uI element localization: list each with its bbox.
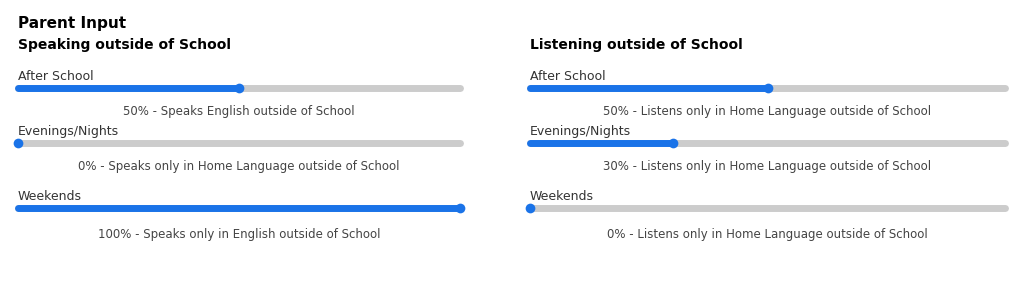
Point [230,86,247,90]
Text: After School: After School [530,70,605,83]
Text: Speaking outside of School: Speaking outside of School [18,38,231,52]
Text: Evenings/Nights: Evenings/Nights [530,125,631,138]
Point [760,86,776,90]
Text: After School: After School [18,70,93,83]
Point [522,206,539,210]
Text: Listening outside of School: Listening outside of School [530,38,742,52]
Text: 0% - Listens only in Home Language outside of School: 0% - Listens only in Home Language outsi… [607,228,928,241]
Text: 100% - Speaks only in English outside of School: 100% - Speaks only in English outside of… [97,228,380,241]
Point [665,141,681,145]
Text: Weekends: Weekends [530,190,594,203]
Text: Evenings/Nights: Evenings/Nights [18,125,119,138]
Text: 50% - Listens only in Home Language outside of School: 50% - Listens only in Home Language outs… [603,105,932,118]
Text: 30% - Listens only in Home Language outside of School: 30% - Listens only in Home Language outs… [603,160,932,173]
Point [452,206,468,210]
Text: 50% - Speaks English outside of School: 50% - Speaks English outside of School [123,105,354,118]
Point [10,141,27,145]
Text: 0% - Speaks only in Home Language outside of School: 0% - Speaks only in Home Language outsid… [78,160,399,173]
Text: Parent Input: Parent Input [18,16,126,31]
Text: Weekends: Weekends [18,190,82,203]
